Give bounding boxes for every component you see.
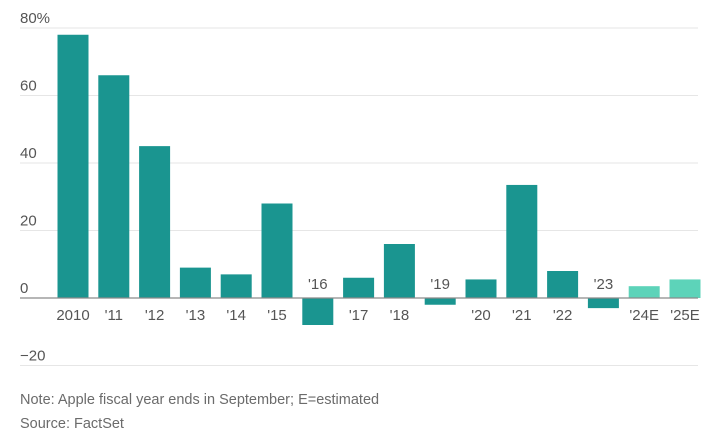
bar xyxy=(57,34,89,298)
bar xyxy=(547,271,579,298)
x-tick-label: '23 xyxy=(594,276,614,293)
bar xyxy=(98,75,130,298)
bar xyxy=(179,267,211,298)
bar xyxy=(220,274,252,298)
x-tick-label: '12 xyxy=(145,307,165,324)
x-tick-label: '11 xyxy=(105,307,123,324)
x-tick-label: '15 xyxy=(267,307,287,324)
bar xyxy=(139,146,171,298)
y-tick-label: 80% xyxy=(20,10,50,27)
y-axis-tick-labels: 80% 60 40 20 0 −20 xyxy=(20,10,50,365)
bar xyxy=(465,279,497,298)
bar-chart: 80% 60 40 20 0 −20 2010 '11 '12 '13 '14 '15 '16 '17 '… xyxy=(20,10,701,366)
y-tick-label: 60 xyxy=(20,78,37,95)
x-tick-label: '22 xyxy=(553,307,573,324)
y-tick-label: −20 xyxy=(20,348,45,365)
gridlines xyxy=(20,27,698,366)
x-axis-tick-labels: 2010 '11 '12 '13 '14 '15 '16 '17 '18 '19 '20 '21 '22… xyxy=(56,276,699,324)
bar xyxy=(302,298,334,325)
x-tick-label: '13 xyxy=(186,307,206,324)
y-tick-label: 40 xyxy=(20,145,37,162)
chart-notes: Note: Apple fiscal year ends in Septembe… xyxy=(20,388,379,436)
x-tick-label: '24E xyxy=(629,307,659,324)
bar xyxy=(383,244,415,298)
x-tick-label: '14 xyxy=(226,307,246,324)
bar xyxy=(261,203,293,298)
x-tick-label: '16 xyxy=(308,276,328,293)
x-tick-label: 2010 xyxy=(56,307,89,324)
bar xyxy=(424,298,456,305)
y-tick-label: 0 xyxy=(20,280,28,297)
bar xyxy=(343,277,375,298)
x-tick-label: '25E xyxy=(670,307,700,324)
x-tick-label: '17 xyxy=(349,307,369,324)
x-tick-label: '20 xyxy=(471,307,491,324)
x-tick-label: '18 xyxy=(390,307,410,324)
bar xyxy=(506,184,538,298)
note-text: Note: Apple fiscal year ends in Septembe… xyxy=(20,392,380,408)
y-tick-label: 20 xyxy=(20,213,37,230)
source-text: Source: FactSet xyxy=(20,416,124,432)
x-tick-label: '21 xyxy=(512,307,532,324)
bar xyxy=(669,279,701,298)
bar xyxy=(628,286,660,298)
bar xyxy=(587,298,619,309)
bars xyxy=(57,34,701,325)
x-tick-label: '19 xyxy=(430,276,450,293)
